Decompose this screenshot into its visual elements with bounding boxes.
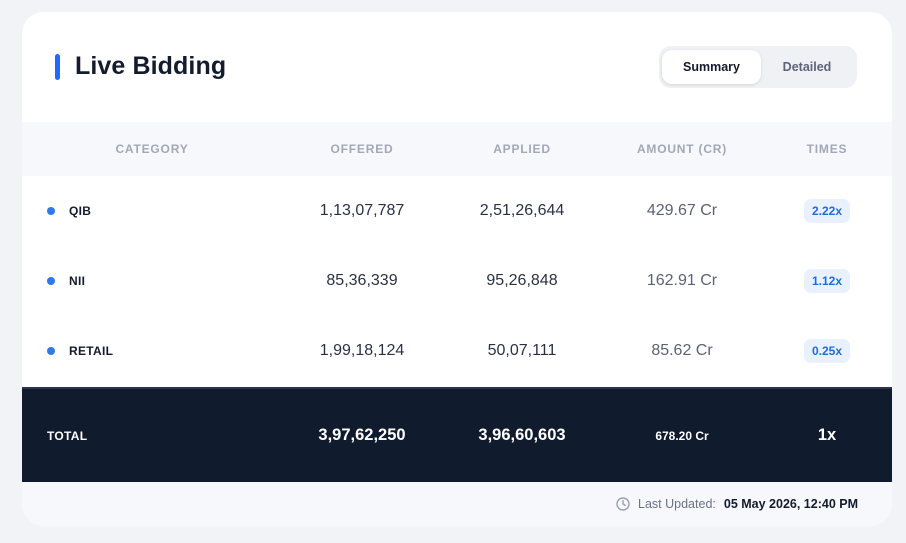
total-label: TOTAL [47, 428, 88, 443]
applied-cell: 2,51,26,644 [479, 202, 565, 219]
total-times: 1x [817, 426, 837, 444]
table-row: QIB 1,13,07,787 2,51,26,644 429.67 Cr 2.… [22, 176, 892, 246]
clock-icon [616, 497, 630, 511]
title-accent-bar [55, 54, 60, 80]
times-cell: 1.12x [787, 246, 867, 316]
category-cell: RETAIL [47, 316, 113, 386]
column-header-offered: OFFERED [330, 142, 394, 156]
times-badge: 2.22x [803, 199, 851, 223]
times-cell: 2.22x [787, 176, 867, 246]
toggle-detailed[interactable]: Detailed [782, 60, 832, 74]
column-header-category: CATEGORY [115, 142, 189, 156]
category-dot [47, 277, 55, 285]
times-badge: 1.12x [803, 269, 851, 293]
live-bidding-card: Live Bidding Summary Detailed CATEGORY O… [22, 12, 892, 526]
total-row: TOTAL 3,97,62,250 3,96,60,603 678.20 Cr … [22, 387, 892, 482]
times-cell: 0.25x [787, 316, 867, 386]
amount-cell: 85.62 Cr [651, 342, 713, 359]
last-updated: Last Updated: 05 May 2026, 12:40 PM [616, 482, 858, 526]
toggle-summary[interactable]: Summary [662, 50, 761, 84]
page-title: Live Bidding [75, 52, 227, 80]
category-dot [47, 347, 55, 355]
card-header: Live Bidding Summary Detailed [22, 12, 892, 122]
category-cell: NII [47, 246, 85, 316]
column-header-amount: AMOUNT (CR) [636, 142, 728, 156]
category-label: QIB [69, 204, 92, 218]
card-footer: Last Updated: 05 May 2026, 12:40 PM [22, 482, 892, 526]
table-header: CATEGORY OFFERED APPLIED AMOUNT (CR) TIM… [22, 122, 892, 176]
last-updated-value: 05 May 2026, 12:40 PM [723, 497, 858, 511]
total-offered: 3,97,62,250 [318, 426, 406, 444]
amount-cell: 429.67 Cr [646, 202, 718, 219]
times-badge: 0.25x [803, 339, 851, 363]
total-applied: 3,96,60,603 [478, 426, 566, 444]
applied-cell: 50,07,111 [487, 342, 557, 359]
applied-cell: 95,26,848 [486, 272, 558, 289]
total-amount: 678.20 Cr [655, 428, 709, 443]
offered-cell: 1,13,07,787 [319, 202, 405, 219]
category-label: RETAIL [69, 344, 114, 358]
last-updated-label: Last Updated: [638, 497, 716, 511]
category-label: NII [69, 274, 86, 288]
category-cell: QIB [47, 176, 91, 246]
table-row: RETAIL 1,99,18,124 50,07,111 85.62 Cr 0.… [22, 316, 892, 386]
table-row: NII 85,36,339 95,26,848 162.91 Cr 1.12x [22, 246, 892, 316]
offered-cell: 85,36,339 [326, 272, 398, 289]
offered-cell: 1,99,18,124 [319, 342, 405, 359]
column-header-times: TIMES [806, 142, 848, 156]
column-header-applied: APPLIED [493, 142, 551, 156]
amount-cell: 162.91 Cr [646, 272, 718, 289]
category-dot [47, 207, 55, 215]
view-toggle: Summary Detailed [659, 46, 857, 88]
